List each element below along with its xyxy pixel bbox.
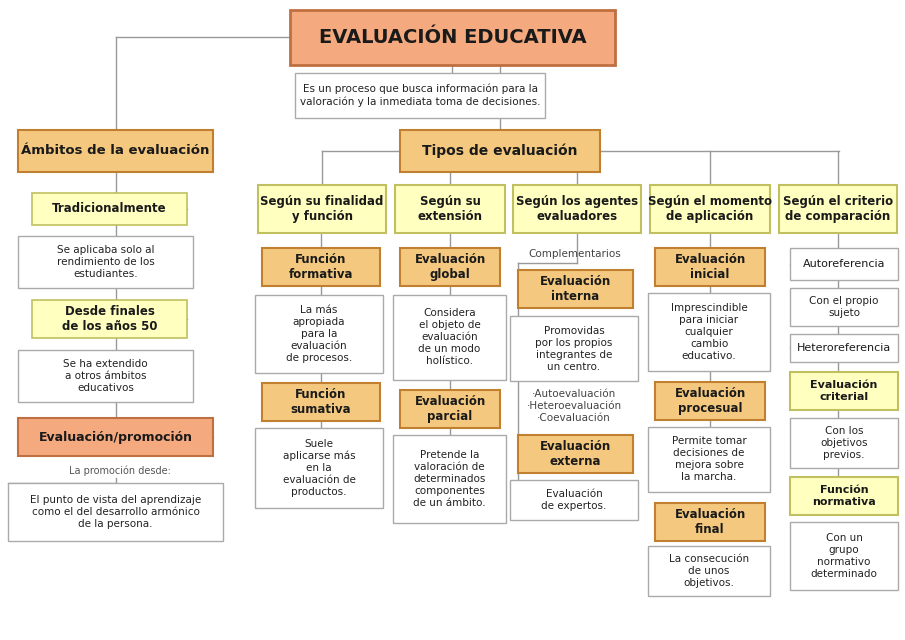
FancyBboxPatch shape [655,503,765,541]
FancyBboxPatch shape [518,435,633,473]
Text: Según el criterio
de comparación: Según el criterio de comparación [783,195,893,223]
FancyBboxPatch shape [655,382,765,420]
Text: Desde finales
de los años 50: Desde finales de los años 50 [62,305,157,333]
Text: Autoreferencia: Autoreferencia [803,259,885,269]
FancyBboxPatch shape [400,390,500,428]
Text: Con los
objetivos
previos.: Con los objetivos previos. [820,426,868,460]
FancyBboxPatch shape [510,480,638,520]
FancyBboxPatch shape [790,477,898,515]
FancyBboxPatch shape [32,193,187,225]
Text: Permite tomar
decisiones de
mejora sobre
la marcha.: Permite tomar decisiones de mejora sobre… [672,436,747,483]
Text: Con un
grupo
normativo
determinado: Con un grupo normativo determinado [811,533,878,579]
Text: Función
sumativa: Función sumativa [291,388,351,416]
FancyBboxPatch shape [255,428,383,508]
FancyBboxPatch shape [648,293,770,371]
FancyBboxPatch shape [18,130,213,172]
FancyBboxPatch shape [513,185,641,233]
FancyBboxPatch shape [258,185,386,233]
FancyBboxPatch shape [790,288,898,326]
FancyBboxPatch shape [18,418,213,456]
FancyBboxPatch shape [262,248,380,286]
Text: EVALUACIÓN EDUCATIVA: EVALUACIÓN EDUCATIVA [319,28,586,47]
FancyBboxPatch shape [400,248,500,286]
Text: Función
formativa: Función formativa [289,253,353,281]
Text: Suele
aplicarse más
en la
evaluación de
productos.: Suele aplicarse más en la evaluación de … [282,438,356,497]
FancyBboxPatch shape [655,248,765,286]
FancyBboxPatch shape [790,522,898,590]
Text: Pretende la
valoración de
determinados
componentes
de un ámbito.: Pretende la valoración de determinados c… [414,450,486,508]
Text: Evaluación
global: Evaluación global [414,253,486,281]
FancyBboxPatch shape [18,350,193,402]
Text: Heteroreferencia: Heteroreferencia [797,343,891,353]
FancyBboxPatch shape [779,185,897,233]
Text: La consecución
de unos
objetivos.: La consecución de unos objetivos. [669,554,749,588]
Text: Evaluación
inicial: Evaluación inicial [674,253,746,281]
Text: Evaluación
interna: Evaluación interna [540,275,611,303]
FancyBboxPatch shape [393,295,506,380]
Text: Con el propio
sujeto: Con el propio sujeto [809,296,879,318]
Text: Tipos de evaluación: Tipos de evaluación [423,144,577,158]
Text: Complementarios: Complementarios [529,249,622,259]
Text: Se aplicaba solo al
rendimiento de los
estudiantes.: Se aplicaba solo al rendimiento de los e… [57,245,155,279]
Text: Ámbitos de la evaluación: Ámbitos de la evaluación [22,145,210,157]
FancyBboxPatch shape [8,483,223,541]
Text: Evaluación
externa: Evaluación externa [540,440,611,468]
FancyBboxPatch shape [32,300,187,338]
Text: Tradicionalmente: Tradicionalmente [52,202,167,216]
FancyBboxPatch shape [510,316,638,381]
Text: Evaluación
parcial: Evaluación parcial [414,395,486,423]
Text: La promoción desde:: La promoción desde: [69,466,171,476]
Text: Según los agentes
evaluadores: Según los agentes evaluadores [516,195,638,223]
FancyBboxPatch shape [393,435,506,523]
Text: Imprescindible
para iniciar
cualquier
cambio
educativo.: Imprescindible para iniciar cualquier ca… [671,303,748,361]
Text: Se ha extendido
a otros ámbitos
educativos: Se ha extendido a otros ámbitos educativ… [63,359,148,393]
Text: Según su finalidad
y función: Según su finalidad y función [261,195,384,223]
FancyBboxPatch shape [790,418,898,468]
Text: Promovidas
por los propios
integrantes de
un centro.: Promovidas por los propios integrantes d… [536,326,613,371]
FancyBboxPatch shape [518,270,633,308]
Text: Considera
el objeto de
evaluación
de un modo
holístico.: Considera el objeto de evaluación de un … [418,308,481,367]
FancyBboxPatch shape [648,546,770,596]
Text: Evaluación
criterial: Evaluación criterial [810,380,878,402]
FancyBboxPatch shape [790,248,898,280]
FancyBboxPatch shape [790,334,898,362]
FancyBboxPatch shape [255,295,383,373]
Text: ·Autoevaluación
·Heteroevaluación
·Coevaluación: ·Autoevaluación ·Heteroevaluación ·Coeva… [527,389,622,423]
Text: Es un proceso que busca información para la
valoración y la inmediata toma de de: Es un proceso que busca información para… [300,84,540,107]
Text: El punto de vista del aprendizaje
como el del desarrollo armónico
de la persona.: El punto de vista del aprendizaje como e… [30,495,201,529]
Text: Según su
extensión: Según su extensión [417,195,482,223]
Text: Evaluación
procesual: Evaluación procesual [674,387,746,415]
Text: Evaluación
final: Evaluación final [674,508,746,536]
FancyBboxPatch shape [400,130,600,172]
Text: Evaluación
de expertos.: Evaluación de expertos. [541,489,606,511]
Text: Evaluación/promoción: Evaluación/promoción [39,431,193,444]
FancyBboxPatch shape [262,383,380,421]
Text: Según el momento
de aplicación: Según el momento de aplicación [648,195,772,223]
Text: La más
apropiada
para la
evaluación
de procesos.: La más apropiada para la evaluación de p… [286,305,352,363]
FancyBboxPatch shape [648,427,770,492]
FancyBboxPatch shape [650,185,770,233]
FancyBboxPatch shape [18,236,193,288]
FancyBboxPatch shape [395,185,505,233]
Text: Función
normativa: Función normativa [812,485,876,507]
FancyBboxPatch shape [295,73,545,118]
FancyBboxPatch shape [290,10,615,65]
FancyBboxPatch shape [790,372,898,410]
